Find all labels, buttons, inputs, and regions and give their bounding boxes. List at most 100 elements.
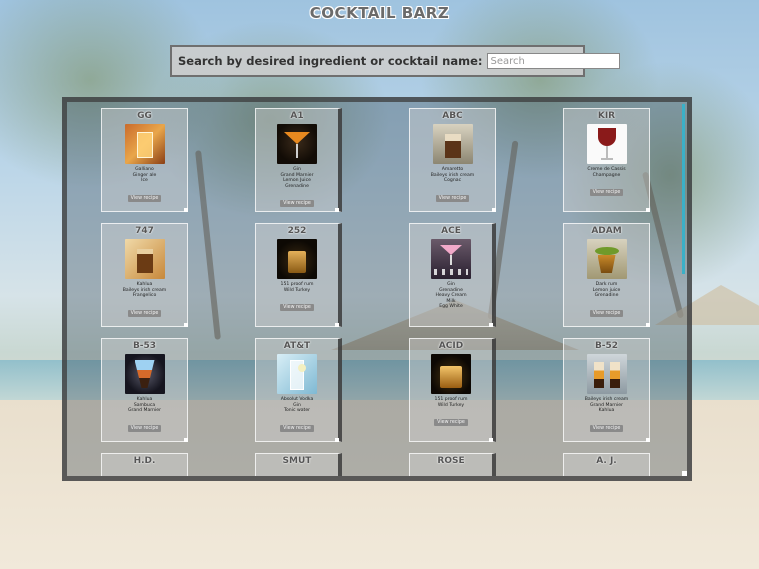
cocktail-name: SMUT (282, 456, 312, 466)
cocktail-card: KIR Creme de Cassis Champagne View recip… (563, 108, 650, 212)
cocktail-card: ACID 151 proof rum Wild Turkey View reci… (409, 338, 496, 442)
red-wine-glass-icon (586, 124, 627, 164)
ingredient: Grand Marnier (589, 402, 624, 408)
view-recipe-button[interactable]: View recipe (589, 189, 624, 197)
resize-handle (646, 323, 650, 327)
cocktail-name: AT&T (283, 341, 311, 351)
cocktail-card: A1 Gin Grand Marnier Lemon Juice Grenadi… (255, 108, 342, 212)
ingredient: Sambuca (133, 402, 156, 408)
ingredient: 151 proof rum (280, 282, 314, 287)
cocktail-name: ADAM (591, 226, 622, 236)
scrollbar[interactable] (682, 104, 685, 274)
cocktail-name: H.D. (133, 456, 156, 466)
ingredient: Heavy Cream (435, 293, 467, 299)
view-recipe-button[interactable]: View recipe (434, 419, 468, 427)
cocktail-card: B-53 Kahlua Sambuca Grand Marnier View r… (101, 338, 188, 442)
ingredient: Baileys irish cream (584, 397, 629, 402)
ingredient: Milk (446, 298, 456, 304)
ingredient: Baileys irish cream (430, 172, 475, 178)
view-recipe-button[interactable]: View recipe (127, 424, 162, 432)
b52-shots-icon (586, 354, 627, 394)
view-recipe-button[interactable]: View recipe (280, 200, 314, 208)
cocktail-name: 747 (135, 226, 154, 236)
cocktail-card: A. J. (563, 453, 650, 476)
view-recipe-button[interactable]: View recipe (589, 424, 624, 432)
ingredient: Kahlua (598, 408, 615, 414)
ingredient: Wild Turkey (437, 402, 465, 408)
lime-cocktail-icon (586, 239, 627, 279)
layered-shot-icon (432, 124, 473, 164)
resize-handle (184, 323, 188, 327)
ingredient: Champagne (592, 172, 621, 178)
whiskey-rocks-icon (431, 354, 471, 394)
resize-handle (335, 438, 339, 442)
ingredient: Frangelico (132, 293, 157, 299)
clear-highball-icon (277, 354, 317, 394)
ingredient: Grenadine (594, 293, 619, 299)
ingredient: 151 proof rum (434, 397, 468, 402)
cocktail-card: 252 151 proof rum Wild Turkey View recip… (255, 223, 342, 327)
resize-handle (335, 323, 339, 327)
search-input[interactable] (486, 53, 620, 69)
ingredient: Egg White (439, 304, 463, 310)
panel-resize-handle[interactable] (682, 471, 687, 476)
ingredient: Lemon juice (592, 287, 621, 293)
ingredient: Gin (447, 282, 455, 287)
ingredient: Wild Turkey (283, 287, 311, 293)
resize-handle (646, 208, 650, 212)
view-recipe-button[interactable]: View recipe (127, 309, 162, 317)
ingredient: Absolut Vodka (280, 397, 314, 402)
ingredient: Gin (293, 167, 301, 172)
cocktail-card: GG Galliano Ginger ale Ice View recipe (101, 108, 188, 212)
view-recipe-button[interactable]: View recipe (127, 194, 162, 202)
resize-handle (646, 438, 650, 442)
ingredient: Cognac (443, 178, 462, 184)
search-bar: Search by desired ingredient or cocktail… (170, 45, 620, 77)
ingredient: Baileys irish cream (122, 287, 167, 293)
view-recipe-button[interactable]: View recipe (435, 194, 470, 202)
pink-martini-icon (431, 239, 471, 279)
cocktail-name: 252 (287, 226, 307, 236)
ingredient: Grand Marnier (280, 172, 314, 178)
cocktail-card: 747 Kahlua Baileys irish cream Frangelic… (101, 223, 188, 327)
cocktail-name: A1 (290, 111, 304, 121)
cocktail-name: ACE (441, 226, 461, 236)
cocktail-name: A. J. (596, 456, 617, 466)
whiskey-shot-icon (277, 239, 317, 279)
cocktail-card: B-52 Baileys irish cream Grand Marnier K… (563, 338, 650, 442)
cocktail-name: KIR (597, 111, 616, 121)
ingredient: Kahlua (136, 397, 153, 402)
ingredient: Grenadine (439, 287, 463, 293)
cocktail-name: ACID (438, 341, 464, 351)
resize-handle (184, 208, 188, 212)
view-recipe-button[interactable]: View recipe (280, 424, 314, 432)
resize-handle (335, 208, 339, 212)
ingredient: Lemon Juice (283, 178, 311, 184)
view-recipe-button[interactable]: View recipe (280, 304, 314, 312)
orange-highball-icon (124, 124, 165, 164)
blue-layered-shot-icon (124, 354, 165, 394)
cocktail-card: SMUT (255, 453, 342, 476)
ingredient: Kahlua (136, 282, 153, 287)
cocktail-name: GG (137, 111, 152, 121)
cocktail-name: B-52 (594, 341, 619, 351)
ingredient: Grand Marnier (127, 408, 162, 414)
cocktail-card: H.D. (101, 453, 188, 476)
cocktail-card: ABC Amaretto Baileys irish cream Cognac … (409, 108, 496, 212)
resize-handle (489, 323, 493, 327)
resize-handle (492, 208, 496, 212)
cocktail-list-panel[interactable]: GG Galliano Ginger ale Ice View recipe A… (62, 97, 692, 481)
ingredient: Grenadine (285, 183, 309, 189)
cocktail-name: ABC (442, 111, 463, 121)
view-recipe-button[interactable]: View recipe (589, 309, 624, 317)
cocktail-name: B-53 (132, 341, 157, 351)
search-label: Search by desired ingredient or cocktail… (178, 54, 483, 68)
resize-handle (184, 438, 188, 442)
ingredient: Gin (293, 402, 301, 408)
resize-handle (489, 438, 493, 442)
cocktail-card: ACE Gin Grenadine Heavy Cream Milk Egg W… (409, 223, 496, 327)
ingredient: Creme de Cassis (587, 167, 626, 172)
cocktail-card: ADAM Dark rum Lemon juice Grenadine View… (563, 223, 650, 327)
ingredient: Galliano (135, 167, 154, 172)
ingredient: Ginger ale (132, 172, 157, 178)
